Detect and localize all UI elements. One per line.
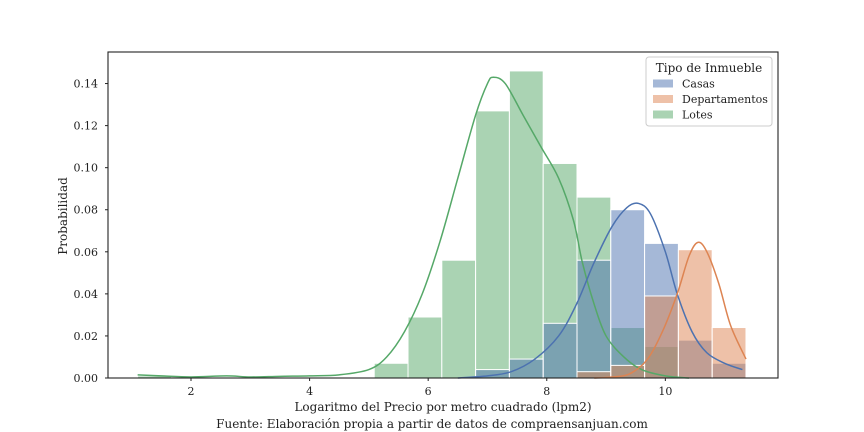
x-axis-label: Logaritmo del Precio por metro cuadrado …	[294, 400, 591, 414]
y-tick-label: 0.04	[74, 288, 99, 301]
bar-lotes	[441, 259, 477, 379]
plot-frame	[107, 51, 779, 379]
bar-departamentos	[644, 295, 679, 379]
y-tick-label: 0.02	[74, 330, 99, 343]
legend-swatch-lotes	[653, 110, 673, 119]
bar-departamentos	[711, 327, 747, 379]
bars-layer	[137, 70, 747, 379]
bar-casas	[576, 259, 612, 379]
bar-casas	[610, 209, 646, 379]
x-tick-label: 8	[543, 385, 550, 398]
kde-line-lotes	[137, 76, 690, 379]
legend-label-casas: Casas	[682, 78, 715, 91]
caption: Fuente: Elaboración propia a partir de d…	[216, 417, 648, 431]
legend-box	[645, 56, 773, 127]
bar-lotes	[475, 110, 510, 379]
axes-layer: 2 4 6 8 10 0.00 0.02 0.04 0.06 0.08 0.10 0.12 0.14	[74, 78, 673, 398]
legend-label-lotes: Lotes	[682, 109, 713, 122]
bar-lotes	[373, 362, 409, 379]
bar-casas	[508, 358, 544, 379]
x-tick-label: 6	[425, 385, 432, 398]
x-tick-label: 10	[658, 385, 672, 398]
kde-layer	[137, 76, 747, 379]
kde-line-casas	[457, 202, 743, 379]
bar-casas	[542, 322, 578, 379]
legend-label-departamentos: Departamentos	[682, 93, 768, 106]
legend: Tipo de Inmueble Casas Departamentos Lotes	[645, 56, 773, 127]
x-tick-label: 2	[188, 385, 195, 398]
y-tick-label: 0.06	[74, 246, 99, 259]
legend-entries: Casas Departamentos Lotes	[653, 78, 768, 122]
y-tick-label: 0.00	[74, 372, 99, 385]
y-tick-label: 0.10	[74, 162, 99, 175]
y-tick-label: 0.08	[74, 204, 99, 217]
legend-title: Tipo de Inmueble	[656, 61, 762, 75]
y-tick-label: 0.14	[74, 78, 99, 91]
bar-departamentos	[677, 249, 713, 379]
kde-line-departamentos	[594, 241, 747, 379]
legend-swatch-casas	[653, 79, 673, 88]
y-axis-label: Probabilidad	[56, 177, 70, 255]
y-tick-label: 0.12	[74, 120, 99, 133]
x-tick-label: 4	[306, 385, 313, 398]
bar-lotes	[508, 70, 544, 379]
legend-swatch-departamentos	[653, 95, 673, 103]
bar-lotes	[407, 316, 443, 379]
